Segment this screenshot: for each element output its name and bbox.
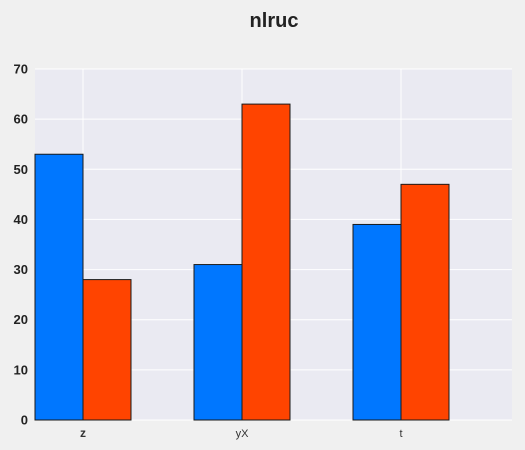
x-tick-label: z xyxy=(80,426,86,440)
y-tick-label: 70 xyxy=(14,62,28,77)
y-tick-label: 50 xyxy=(14,162,28,177)
x-tick-label: t xyxy=(399,428,402,440)
bar-yX-series-1 xyxy=(193,264,243,421)
bar-z-series-1 xyxy=(34,153,84,421)
bars xyxy=(34,103,450,421)
bar-yX-series-2 xyxy=(241,103,291,421)
y-tick-label: 30 xyxy=(14,262,28,277)
bar-t-series-2 xyxy=(400,183,450,421)
y-tick-label: 0 xyxy=(21,413,28,428)
x-axis-ticks: z yX t xyxy=(80,426,403,440)
y-tick-label: 20 xyxy=(14,312,28,327)
chart-title: nlruc xyxy=(250,10,299,32)
y-axis-ticks: 0 10 20 30 40 50 60 70 xyxy=(14,62,28,428)
y-tick-label: 40 xyxy=(14,212,28,227)
bar-t-series-1 xyxy=(352,223,402,421)
x-tick-label: yX xyxy=(236,428,250,440)
y-tick-label: 60 xyxy=(14,112,28,127)
bar-z-series-2 xyxy=(82,279,132,421)
y-tick-label: 10 xyxy=(14,362,28,377)
